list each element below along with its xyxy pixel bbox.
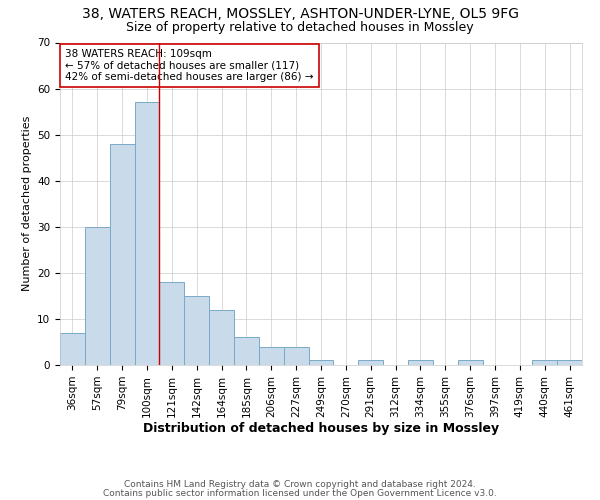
Bar: [110, 144, 134, 365]
Bar: [134, 102, 160, 365]
Text: Contains HM Land Registry data © Crown copyright and database right 2024.: Contains HM Land Registry data © Crown c…: [124, 480, 476, 489]
Bar: [209, 310, 234, 365]
Text: Size of property relative to detached houses in Mossley: Size of property relative to detached ho…: [126, 21, 474, 34]
Bar: [458, 360, 482, 365]
Bar: [408, 360, 433, 365]
Y-axis label: Number of detached properties: Number of detached properties: [22, 116, 32, 292]
X-axis label: Distribution of detached houses by size in Mossley: Distribution of detached houses by size …: [143, 422, 499, 436]
Bar: [184, 296, 209, 365]
Bar: [85, 227, 110, 365]
Bar: [259, 346, 284, 365]
Bar: [234, 338, 259, 365]
Text: Contains public sector information licensed under the Open Government Licence v3: Contains public sector information licen…: [103, 488, 497, 498]
Bar: [557, 360, 582, 365]
Text: 38 WATERS REACH: 109sqm
← 57% of detached houses are smaller (117)
42% of semi-d: 38 WATERS REACH: 109sqm ← 57% of detache…: [65, 49, 314, 82]
Bar: [60, 333, 85, 365]
Bar: [358, 360, 383, 365]
Bar: [532, 360, 557, 365]
Bar: [284, 346, 308, 365]
Text: 38, WATERS REACH, MOSSLEY, ASHTON-UNDER-LYNE, OL5 9FG: 38, WATERS REACH, MOSSLEY, ASHTON-UNDER-…: [82, 8, 518, 22]
Bar: [160, 282, 184, 365]
Bar: [308, 360, 334, 365]
